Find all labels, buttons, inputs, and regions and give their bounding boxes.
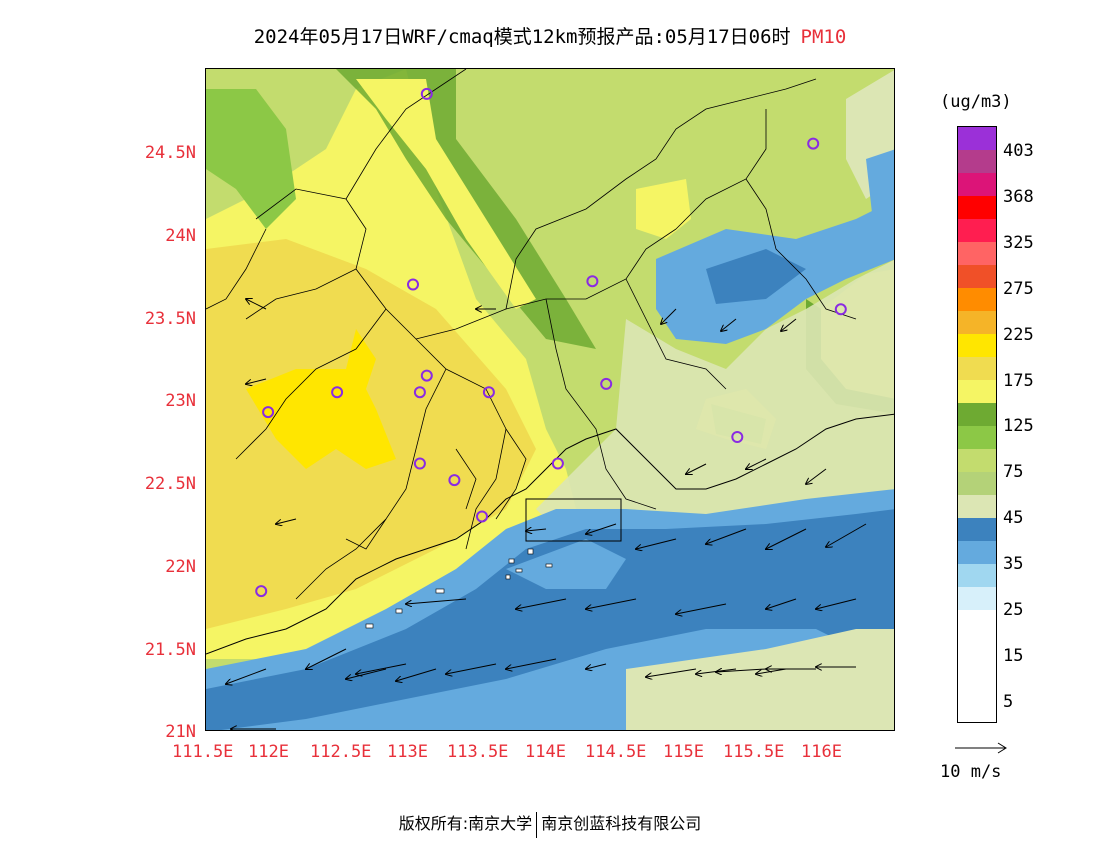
pm10-core-west [246, 369, 396, 469]
city-marker-13 [448, 474, 461, 487]
legend-label-45: 45 [1003, 508, 1024, 528]
lat-label-21-5: 21.5N [144, 640, 196, 660]
map-title: 2024年05月17日WRF/cmaq模式12km预报产品:05月17日06时 P… [0, 22, 1100, 49]
lon-label-114-5: 114.5E [585, 742, 647, 762]
legend-label-368: 368 [1003, 187, 1034, 207]
city-marker-3 [586, 275, 599, 288]
coastline [206, 413, 894, 655]
lon-label-116: 116E [801, 742, 842, 762]
legend-label-35: 35 [1003, 554, 1024, 574]
legend-label-25: 25 [1003, 600, 1024, 620]
pm10-green-edge-left [206, 89, 296, 229]
legend-label-275: 275 [1003, 279, 1034, 299]
legend-swatch-1 [958, 150, 996, 173]
pm10-field-map [206, 69, 894, 730]
legend-label-325: 325 [1003, 233, 1034, 253]
title-variable: PM10 [800, 26, 847, 48]
footer-separator [536, 811, 538, 838]
city-marker-10 [600, 377, 613, 390]
lon-label-114: 114E [525, 742, 566, 762]
copyright-footer: 版权所有:南京大学 南京创蓝科技有限公司 [0, 810, 1100, 838]
legend-label-175: 175 [1003, 371, 1034, 391]
lon-label-112: 112E [248, 742, 289, 762]
lat-label-21: 21N [165, 722, 196, 742]
city-marker-16 [255, 585, 268, 598]
reference-vector-label: 10 m/s [940, 762, 1002, 782]
city-marker-0 [420, 87, 433, 100]
legend-swatch-0 [958, 127, 996, 150]
lon-label-115-5: 115.5E [723, 742, 785, 762]
reference-vector-arrow [955, 742, 1007, 754]
legend-swatch-5 [958, 242, 996, 265]
legend-colorbar [957, 126, 997, 723]
footer-left: 版权所有:南京大学 [398, 814, 533, 833]
city-marker-8 [262, 406, 275, 419]
footer-right: 南京创蓝科技有限公司 [541, 814, 702, 833]
admin-boundaries [206, 69, 857, 600]
city-marker-15 [476, 510, 488, 523]
legend-swatch-8 [958, 311, 996, 334]
title-main: 2024年05月17日WRF/cmaq模式12km预报产品:05月17日06时 [253, 26, 791, 48]
lat-label-22-5: 22.5N [144, 474, 196, 494]
legend-swatch-13 [958, 426, 996, 449]
legend-unit: (ug/m3) [940, 92, 1012, 112]
legend-swatch-6 [958, 265, 996, 288]
legend-label-403: 403 [1003, 141, 1034, 161]
city-marker-11 [731, 431, 744, 443]
legend-swatch-16 [958, 495, 996, 518]
lon-label-113: 113E [387, 742, 428, 762]
city-marker-9 [482, 386, 495, 399]
lon-label-115: 115E [663, 742, 704, 762]
legend-swatch-14 [958, 449, 996, 472]
legend-label-15: 15 [1003, 646, 1024, 666]
lon-label-113-5: 113.5E [447, 742, 509, 762]
legend-swatch-9 [958, 334, 996, 357]
map-panel[interactable] [205, 68, 895, 731]
legend-swatch-10 [958, 357, 996, 380]
lat-label-24: 24N [165, 226, 196, 246]
city-markers [255, 87, 847, 598]
hk-boundary-box [525, 498, 622, 542]
city-marker-1 [807, 137, 820, 150]
city-marker-6 [413, 386, 426, 399]
legend-swatch-20 [958, 587, 996, 610]
legend-swatch-11 [958, 380, 996, 403]
islands [365, 548, 553, 629]
lat-label-23: 23N [165, 391, 196, 411]
legend-swatch-12 [958, 403, 996, 426]
legend-swatch-19 [958, 564, 996, 587]
city-marker-2 [407, 278, 419, 291]
legend-label-125: 125 [1003, 416, 1034, 436]
lon-label-112-5: 112.5E [310, 742, 372, 762]
lat-label-24-5: 24.5N [144, 143, 196, 163]
city-marker-12 [413, 457, 426, 470]
city-marker-5 [420, 369, 433, 382]
wind-vectors [226, 299, 867, 729]
legend-swatch-15 [958, 472, 996, 495]
legend-swatch-7 [958, 288, 996, 311]
lat-label-23-5: 23.5N [144, 309, 196, 329]
legend-swatch-21 [958, 610, 996, 633]
lon-label-111-5: 111.5E [172, 742, 234, 762]
legend-swatch-2 [958, 173, 996, 196]
legend-label-225: 225 [1003, 325, 1034, 345]
city-marker-7 [331, 386, 344, 399]
lat-label-22: 22N [165, 557, 196, 577]
city-marker-14 [551, 457, 564, 470]
legend-label-75: 75 [1003, 462, 1024, 482]
legend-swatch-17 [958, 518, 996, 541]
city-marker-4 [834, 303, 847, 316]
legend-label-5: 5 [1003, 692, 1014, 712]
pm10-low-band [536, 260, 894, 539]
legend-swatch-4 [958, 219, 996, 242]
legend-swatch-18 [958, 541, 996, 564]
legend-swatch-3 [958, 196, 996, 219]
